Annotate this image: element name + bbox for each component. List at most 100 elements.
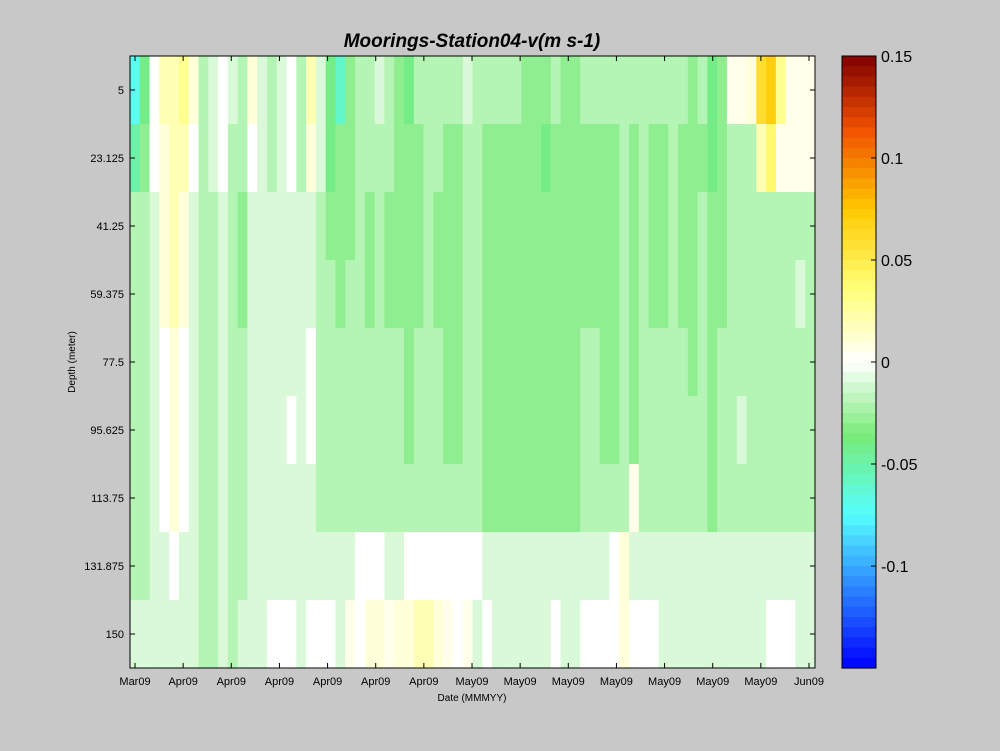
colorbar-segment	[842, 188, 876, 200]
heatmap-cell	[364, 124, 376, 193]
heatmap-cell	[472, 192, 483, 261]
heatmap-cell	[169, 124, 180, 193]
heatmap-cell	[560, 124, 571, 193]
heatmap-cell	[531, 260, 542, 329]
heatmap-cell	[374, 124, 386, 193]
colorbar-tick-label: 0.1	[881, 151, 903, 168]
heatmap-cell	[413, 532, 425, 601]
heatmap-cell	[355, 192, 366, 261]
heatmap-cell	[599, 56, 611, 125]
heatmap-cell	[726, 260, 738, 329]
heatmap-cell	[462, 396, 474, 465]
heatmap-cell	[501, 124, 513, 193]
heatmap-cell	[697, 396, 708, 465]
heatmap-cell	[599, 464, 611, 533]
heatmap-cell	[267, 192, 278, 261]
heatmap-cell	[550, 260, 562, 329]
heatmap-cell	[325, 328, 337, 397]
heatmap-cell	[178, 192, 190, 261]
heatmap-cell	[766, 124, 777, 193]
heatmap-cell	[687, 464, 699, 533]
colorbar-segment	[842, 515, 876, 526]
heatmap-cell	[726, 464, 738, 533]
colorbar-segment	[842, 372, 876, 383]
heatmap-cell	[247, 124, 258, 193]
heatmap-cell	[707, 124, 718, 193]
heatmap-cell	[335, 532, 346, 601]
heatmap-cell	[678, 192, 689, 261]
heatmap-cell	[149, 396, 160, 465]
y-tick-label: 131.875	[84, 561, 124, 573]
colorbar-segment	[842, 66, 876, 77]
heatmap-cell	[325, 532, 337, 601]
colorbar-segment	[842, 576, 876, 587]
heatmap-cell	[413, 328, 425, 397]
heatmap-cell	[296, 396, 307, 465]
colorbar-segment	[842, 321, 876, 332]
colorbar-segment	[842, 76, 876, 88]
heatmap-cell	[247, 328, 258, 397]
heatmap-cell	[482, 260, 493, 329]
heatmap-cell	[678, 56, 689, 125]
colorbar-segment	[842, 270, 876, 281]
heatmap-cell	[746, 396, 757, 465]
colorbar-segment	[842, 147, 876, 159]
heatmap-cell	[374, 396, 386, 465]
heatmap-cell	[276, 260, 288, 329]
heatmap-cell	[306, 328, 317, 397]
heatmap-cell	[315, 464, 327, 533]
heatmap-cell	[511, 532, 523, 601]
heatmap-cell	[648, 192, 660, 261]
heatmap-cell	[208, 192, 219, 261]
heatmap-cell	[423, 260, 434, 329]
heatmap-cell	[658, 396, 669, 465]
heatmap-cell	[443, 532, 454, 601]
heatmap-cell	[374, 260, 386, 329]
heatmap-cell	[619, 328, 630, 397]
heatmap-cell	[276, 396, 288, 465]
heatmap-cell	[541, 328, 552, 397]
heatmap-cell	[208, 328, 219, 397]
heatmap-cell	[717, 56, 728, 125]
heatmap-cell	[159, 56, 170, 125]
heatmap-cell	[159, 260, 170, 329]
colorbar-segment	[842, 178, 876, 190]
heatmap-cell	[550, 396, 562, 465]
heatmap-cell	[658, 532, 669, 601]
heatmap-cell	[550, 464, 562, 533]
heatmap-cell	[169, 328, 180, 397]
heatmap-cells	[130, 56, 816, 669]
heatmap-cell	[306, 464, 317, 533]
heatmap-cell	[345, 532, 356, 601]
heatmap-cell	[697, 56, 708, 125]
heatmap-cell	[589, 532, 601, 601]
heatmap-cell	[726, 328, 738, 397]
heatmap-cell	[472, 260, 483, 329]
x-tick-label: May09	[696, 676, 729, 688]
heatmap-cell	[198, 464, 209, 533]
heatmap-cell	[178, 396, 190, 465]
heatmap-cell	[580, 124, 591, 193]
heatmap-cell	[726, 124, 738, 193]
colorbar-segment	[842, 433, 876, 445]
heatmap-cell	[433, 124, 444, 193]
heatmap-cell	[433, 192, 444, 261]
colorbar-tick-label: -0.1	[881, 559, 909, 576]
heatmap-cell	[560, 56, 571, 125]
colorbar-segment	[842, 392, 876, 404]
heatmap-cell	[404, 464, 415, 533]
heatmap-cell	[374, 192, 386, 261]
heatmap-cell	[638, 600, 650, 669]
heatmap-cell	[678, 396, 689, 465]
colorbar-segment	[842, 555, 876, 567]
heatmap-cell	[394, 396, 405, 465]
heatmap-cell	[472, 600, 483, 669]
heatmap-cell	[589, 56, 601, 125]
heatmap-cell	[257, 600, 268, 669]
heatmap-cell	[198, 600, 209, 669]
heatmap-cell	[521, 328, 532, 397]
heatmap-cell	[697, 532, 708, 601]
heatmap-cell	[492, 600, 503, 669]
heatmap-cell	[766, 532, 777, 601]
heatmap-cell	[335, 464, 346, 533]
